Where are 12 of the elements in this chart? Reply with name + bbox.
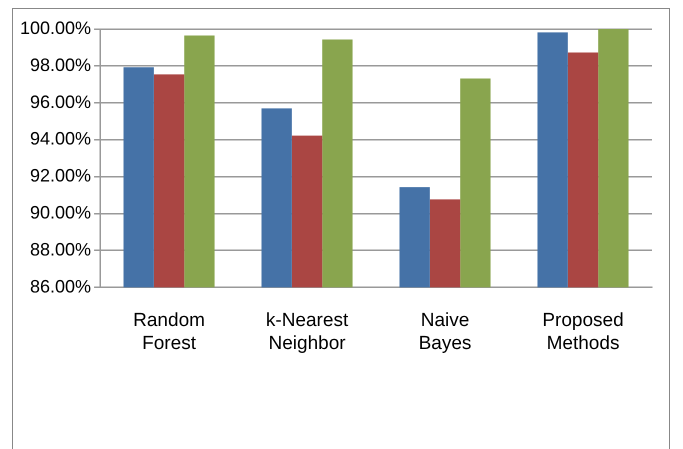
x-tick-label: Random Forest <box>133 310 205 354</box>
y-tick-label: 98.00% <box>30 54 92 75</box>
x-tick-label: Naive Bayes <box>418 310 472 354</box>
y-tick-label: 88.00% <box>30 239 92 260</box>
y-tick-label: 94.00% <box>30 128 92 149</box>
y-tick-label: 92.00% <box>30 166 92 186</box>
y-tick-label: 86.00% <box>30 276 92 296</box>
x-tick-label: Proposed Methods <box>542 310 624 354</box>
y-tick-label: 96.00% <box>30 92 92 112</box>
y-tick-label: 90.00% <box>30 202 92 223</box>
y-tick-label: 100.00% <box>20 18 92 38</box>
x-tick-label: k-Nearest Neighbor <box>266 310 349 354</box>
